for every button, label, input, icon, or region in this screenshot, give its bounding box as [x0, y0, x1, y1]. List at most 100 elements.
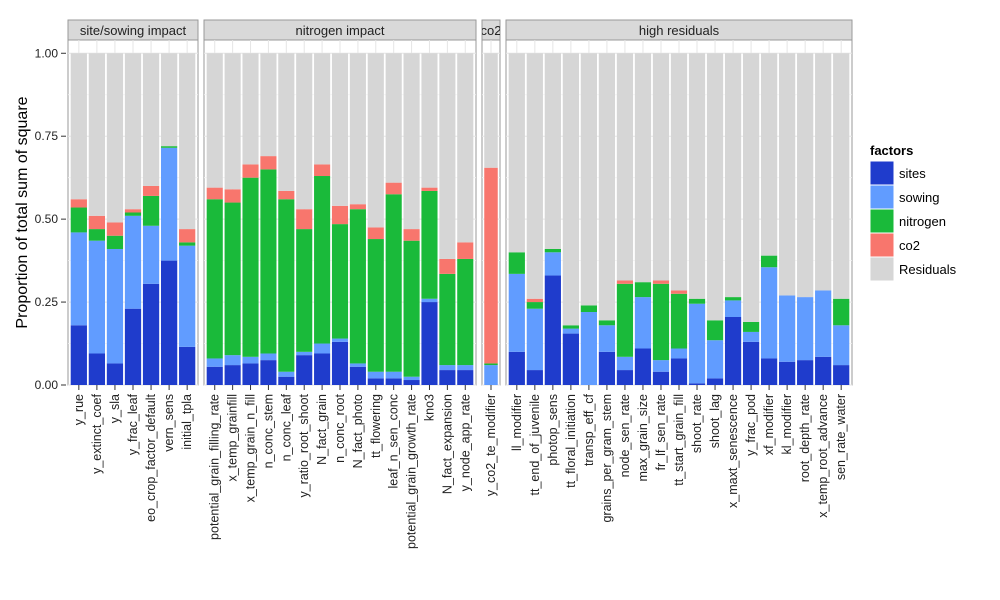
- x-tick-label: photop_sens: [546, 394, 560, 466]
- bar-segment-residuals: [260, 53, 277, 157]
- bar-segment-sowing: [724, 300, 742, 317]
- bar-segment-co2: [349, 204, 366, 210]
- bar-segment-residuals: [439, 53, 456, 259]
- bar-segment-sites: [616, 370, 634, 385]
- bar-segment-sowing: [142, 225, 160, 284]
- bar-segment-nitrogen: [179, 242, 196, 246]
- bar-segment-nitrogen: [206, 199, 223, 359]
- y-tick-label: 1.00: [35, 46, 59, 60]
- x-tick-label: y_co2_te_modifier: [484, 394, 498, 496]
- bar-segment-residuals: [706, 53, 724, 321]
- bar-segment-co2: [296, 209, 313, 230]
- bar-segment-sowing: [260, 353, 277, 361]
- bar-segment-residuals: [484, 53, 498, 168]
- x-tick-label: sen_rate_water: [834, 394, 848, 480]
- legend-swatch-nitrogen: [869, 208, 895, 234]
- bar-segment-co2: [439, 258, 456, 274]
- bar-segment-residuals: [779, 53, 796, 296]
- bar-segment-nitrogen: [544, 248, 561, 253]
- bar-segment-nitrogen: [224, 202, 241, 356]
- bar-segment-residuals: [179, 53, 196, 230]
- bar-segment-nitrogen: [670, 293, 688, 349]
- bar-segment-nitrogen: [508, 252, 525, 274]
- x-tick-label: N_fact_expansion: [440, 394, 454, 494]
- bar-segment-sites: [349, 366, 366, 385]
- bar-segment-residuals: [331, 53, 349, 206]
- bar-segment-sites: [760, 358, 778, 385]
- x-tick-label: kno3: [422, 394, 436, 421]
- legend-swatch-sites: [869, 160, 895, 186]
- bar-segment-co2: [670, 290, 688, 294]
- facet-panel: co2 y_co2_te_modifier: [481, 19, 501, 496]
- y-tick-label: 0.25: [35, 295, 59, 309]
- bar-segment-residuals: [580, 53, 598, 306]
- bar-segment-sowing: [331, 338, 349, 342]
- bar-segment-sites: [724, 316, 742, 385]
- x-tick-label: y_node_app_rate: [458, 394, 472, 491]
- bar-segment-nitrogen: [88, 229, 106, 241]
- bar-segment-residuals: [457, 53, 474, 243]
- x-tick-label: ll_modifier: [510, 394, 524, 451]
- bar-segment-sowing: [688, 303, 706, 384]
- y-tick-label: 0.75: [35, 129, 59, 143]
- bar-segment-sites: [403, 380, 420, 385]
- x-tick-label: x_temp_grainfill: [226, 394, 240, 482]
- bar-segment-nitrogen: [706, 320, 724, 341]
- bar-segment-nitrogen: [457, 258, 474, 366]
- x-tick-label: y_frac_pod: [744, 394, 758, 456]
- bar-segment-residuals: [314, 53, 331, 165]
- x-tick-label: tt_start_grain_fill: [672, 394, 686, 486]
- bar-segment-residuals: [421, 53, 438, 188]
- bar-segment-sites: [439, 370, 456, 385]
- bar-segment-nitrogen: [652, 283, 670, 361]
- bar-segment-co2: [421, 187, 438, 191]
- x-tick-label: eo_crop_factor_default: [144, 393, 158, 521]
- bar-segment-sites: [367, 378, 384, 385]
- x-tick-label: initial_tpla: [180, 394, 194, 450]
- bar-segment-sites: [544, 275, 561, 385]
- bar-segment-residuals: [634, 53, 652, 283]
- bar-segment-sowing: [833, 325, 850, 366]
- bar-segment-residuals: [296, 53, 313, 210]
- bar-segment-nitrogen: [760, 255, 778, 268]
- x-tick-label: shoot_lag: [708, 394, 722, 448]
- bar-segment-sites: [742, 341, 760, 385]
- legend: factors sites sowing nitrogen co2 Residuals: [869, 143, 957, 282]
- bar-segment-nitrogen: [124, 212, 142, 216]
- bar-segment-nitrogen: [724, 297, 742, 301]
- bar-segment-nitrogen: [367, 239, 384, 372]
- bar-segment-residuals: [88, 53, 106, 216]
- bar-segment-sowing: [314, 343, 331, 354]
- bar-segment-sowing: [439, 365, 456, 371]
- bar-segment-sites: [385, 378, 402, 385]
- bar-segment-co2: [224, 189, 241, 203]
- bar-segment-sites: [670, 358, 688, 385]
- x-tick-label: n_conc_leaf: [279, 393, 293, 461]
- bar-segment-residuals: [598, 53, 616, 321]
- bar-segment-sowing: [296, 351, 313, 356]
- x-tick-label: root_depth_rate: [798, 394, 812, 482]
- x-tick-label: y_ratio_root_shoot: [297, 393, 311, 497]
- bar-segment-sowing: [242, 356, 259, 364]
- bar-segment-residuals: [206, 53, 223, 188]
- bar-segment-nitrogen: [349, 209, 366, 364]
- x-tick-label: transp_eff_cf: [582, 393, 596, 466]
- bar-segment-nitrogen: [106, 235, 124, 249]
- bar-segment-residuals: [367, 53, 384, 228]
- bar-segment-co2: [616, 280, 634, 284]
- bar-segment-sowing: [88, 240, 106, 354]
- bar-segment-sites: [260, 360, 277, 385]
- x-tick-label: N_fact_grain: [315, 394, 329, 465]
- bar-segment-sowing: [779, 295, 796, 362]
- legend-label: nitrogen: [899, 214, 946, 229]
- bar-segment-residuals: [403, 53, 420, 230]
- legend-label: Residuals: [899, 262, 957, 277]
- x-tick-label: shoot_rate: [690, 394, 704, 453]
- bar-segment-nitrogen: [742, 321, 760, 332]
- bar-segment-sowing: [484, 365, 498, 385]
- bar-segment-residuals: [616, 53, 634, 281]
- bar-segment-sites: [779, 361, 796, 385]
- x-tick-label: N_fact_photo: [351, 394, 365, 468]
- bar-segment-sowing: [206, 358, 223, 367]
- x-tick-label: y_rue: [72, 394, 86, 425]
